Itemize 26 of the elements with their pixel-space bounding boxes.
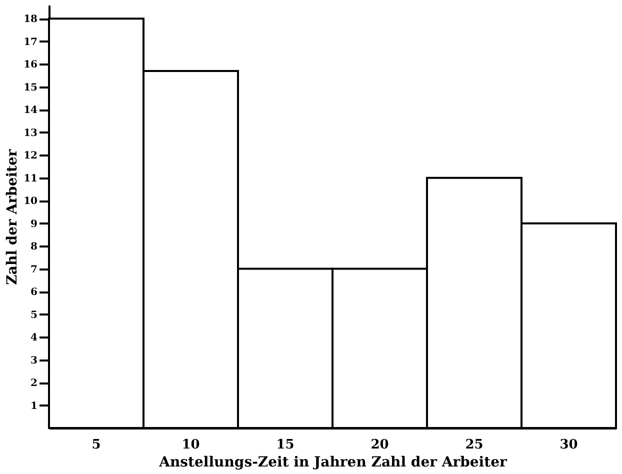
y-tick-label: 13 xyxy=(24,128,38,139)
x-tick-label: 5 xyxy=(92,438,101,452)
x-tick-label: 15 xyxy=(276,438,294,452)
y-tick-label: 5 xyxy=(30,310,38,321)
y-tick-label: 7 xyxy=(30,264,38,276)
y-tick-label: 11 xyxy=(24,173,38,184)
y-tick-label: 18 xyxy=(24,14,38,26)
x-axis-title: Anstellungs-Zeit in Jahren Zahl der Arbeiter xyxy=(158,454,508,470)
y-axis-title: Zahl der Arbeiter xyxy=(4,148,21,285)
x-tick-label: 20 xyxy=(370,438,389,452)
y-tick-label: 4 xyxy=(30,332,38,344)
y-tick-label: 8 xyxy=(30,242,38,253)
y-tick-label: 2 xyxy=(30,378,38,390)
y-tick-label: 10 xyxy=(24,196,38,208)
y-tick-label: 16 xyxy=(24,60,38,71)
x-tick-label: 10 xyxy=(182,438,200,452)
y-tick-label: 17 xyxy=(24,36,38,48)
y-tick-label: 6 xyxy=(30,287,38,298)
x-tick-label: 30 xyxy=(560,438,578,452)
y-tick-label: 3 xyxy=(30,355,38,366)
y-tick-label: 15 xyxy=(24,82,38,94)
x-tick-label: 25 xyxy=(465,438,484,452)
y-tick-label: 14 xyxy=(24,105,38,116)
y-tick-label: 1 xyxy=(30,400,38,412)
y-tick-label: 9 xyxy=(30,218,38,230)
y-tick-label: 12 xyxy=(24,150,38,162)
